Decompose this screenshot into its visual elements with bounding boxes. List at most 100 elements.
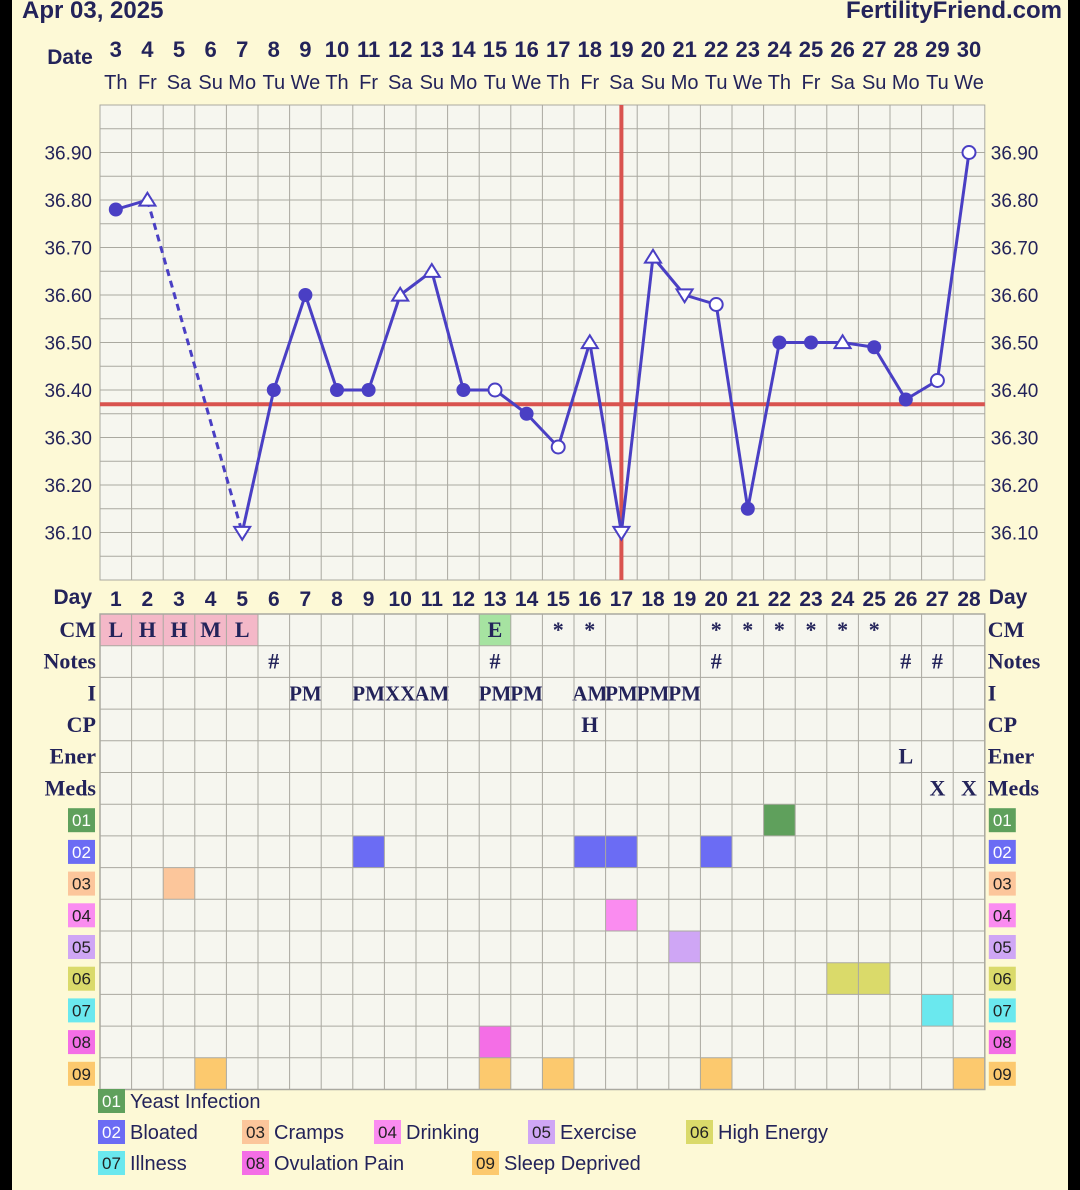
weekday-label: Sa bbox=[167, 72, 192, 94]
cycle-day-label: 12 bbox=[452, 588, 475, 611]
y-tick-right: 36.10 bbox=[991, 524, 1039, 545]
legend-name: Sleep Deprived bbox=[504, 1153, 641, 1175]
date-label: 10 bbox=[325, 37, 349, 62]
symptom-code-badge-left bbox=[68, 935, 95, 959]
symptom-code-badge-right bbox=[988, 966, 1016, 991]
legend-code: 07 bbox=[102, 1154, 121, 1173]
weekday-label: Fr bbox=[802, 72, 821, 94]
symptom-cell bbox=[953, 1057, 985, 1090]
temp-point-triangle bbox=[674, 288, 695, 305]
symptom-cell bbox=[163, 867, 195, 900]
symptom-code-right: 06 bbox=[993, 970, 1012, 989]
symptom-code-right: 09 bbox=[993, 1065, 1012, 1084]
row-value-intercourse: PM bbox=[352, 681, 385, 705]
cycle-day-label: 11 bbox=[421, 588, 444, 611]
weekday-label: Sa bbox=[830, 72, 855, 94]
cycle-day-label: 17 bbox=[610, 588, 633, 611]
cycle-day-label: 1 bbox=[110, 588, 122, 611]
row-value-intercourse: PM bbox=[637, 681, 670, 705]
cycle-day-label: 6 bbox=[268, 588, 280, 611]
symptom-cell bbox=[194, 1057, 227, 1090]
symptom-code-right: 05 bbox=[993, 938, 1012, 957]
temp-point-triangle bbox=[611, 525, 632, 542]
weekday-label: Mo bbox=[892, 72, 920, 94]
y-tick-right: 36.30 bbox=[991, 429, 1039, 450]
date-label: 6 bbox=[204, 37, 216, 62]
row-value-cm: E bbox=[488, 617, 503, 642]
weekday-label: Mo bbox=[671, 72, 699, 94]
symptom-code-badge-right bbox=[988, 808, 1016, 833]
legend-swatch bbox=[98, 1120, 125, 1144]
weekday-label: Th bbox=[768, 72, 791, 94]
row-value-notes: # bbox=[932, 649, 943, 674]
row-value-cm: * bbox=[553, 617, 564, 642]
symptom-code-right: 01 bbox=[993, 811, 1012, 830]
site-name[interactable]: FertilityFriend.com bbox=[845, 0, 1062, 24]
symptom-cell bbox=[605, 899, 638, 931]
legend-code: 09 bbox=[476, 1154, 495, 1173]
date-label: 9 bbox=[299, 37, 311, 62]
date-label: 26 bbox=[830, 37, 854, 62]
date-label: 17 bbox=[546, 37, 570, 62]
date-label: 5 bbox=[173, 37, 185, 62]
temp-point-triangle bbox=[643, 247, 663, 264]
weekday-label: We bbox=[512, 72, 542, 94]
legend-code: 06 bbox=[690, 1123, 709, 1142]
date-label: 27 bbox=[862, 37, 886, 62]
legend-code: 02 bbox=[102, 1123, 121, 1142]
legend-code: 01 bbox=[102, 1092, 121, 1111]
temp-point-open bbox=[961, 145, 977, 160]
weekday-label: We bbox=[954, 72, 984, 94]
weekday-label: Th bbox=[325, 72, 348, 94]
row-value-notes: # bbox=[268, 649, 279, 674]
temp-point-triangle bbox=[579, 333, 600, 350]
date-label: 23 bbox=[736, 37, 760, 62]
symptom-cell bbox=[574, 835, 606, 868]
cycle-day-label: 20 bbox=[705, 588, 728, 611]
temp-point bbox=[804, 335, 818, 350]
legend-code: 08 bbox=[246, 1154, 265, 1173]
temp-line-segment bbox=[746, 342, 781, 510]
row-value-intercourse: XX bbox=[385, 681, 415, 705]
weekday-label: Su bbox=[198, 72, 222, 94]
y-tick-right: 36.70 bbox=[991, 239, 1039, 260]
cycle-day-label: 26 bbox=[894, 588, 917, 611]
temp-point-triangle bbox=[832, 333, 853, 350]
cycle-day-label: 22 bbox=[768, 588, 791, 611]
symptom-code-right: 04 bbox=[993, 906, 1012, 925]
date-header-label: Date bbox=[47, 46, 93, 69]
symptom-code-left: 09 bbox=[72, 1065, 91, 1084]
weekday-label: Th bbox=[547, 72, 570, 94]
cycle-day-label: 2 bbox=[142, 588, 154, 611]
cycle-day-label: 27 bbox=[926, 588, 949, 611]
row-value-notes: # bbox=[490, 649, 501, 674]
temp-line-segment bbox=[588, 342, 623, 533]
y-tick-left: 36.70 bbox=[44, 239, 92, 260]
cycle-day-label: 19 bbox=[673, 588, 696, 611]
legend-swatch bbox=[98, 1089, 125, 1113]
row-label-left: Meds bbox=[45, 775, 97, 800]
legend-name: Drinking bbox=[406, 1122, 479, 1144]
cycle-day-label: 15 bbox=[547, 588, 571, 611]
y-tick-left: 36.10 bbox=[44, 524, 92, 545]
cycle-day-label: 18 bbox=[641, 588, 665, 611]
weekday-label: Su bbox=[862, 72, 886, 94]
cycle-day-label: 16 bbox=[578, 588, 601, 611]
cycle-day-label: 21 bbox=[736, 588, 760, 611]
symptom-code-right: 07 bbox=[993, 1001, 1012, 1020]
symptom-cell bbox=[858, 962, 890, 995]
weekday-label: We bbox=[291, 72, 321, 94]
symptom-code-badge-left bbox=[68, 966, 95, 991]
y-tick-right: 36.90 bbox=[991, 144, 1039, 165]
row-value-intercourse: PM bbox=[668, 681, 701, 705]
symptom-code-badge-right bbox=[988, 1030, 1016, 1055]
weekday-label: Su bbox=[641, 72, 665, 94]
symptom-code-badge-left bbox=[68, 839, 95, 864]
row-value-cm: * bbox=[742, 617, 753, 642]
row-value-cm: H bbox=[170, 617, 187, 642]
legend-name: Cramps bbox=[274, 1122, 344, 1144]
row-value-cm: * bbox=[774, 617, 785, 642]
symptom-code-badge-right bbox=[988, 1061, 1016, 1086]
temp-point bbox=[867, 340, 882, 355]
temp-point bbox=[456, 383, 471, 397]
